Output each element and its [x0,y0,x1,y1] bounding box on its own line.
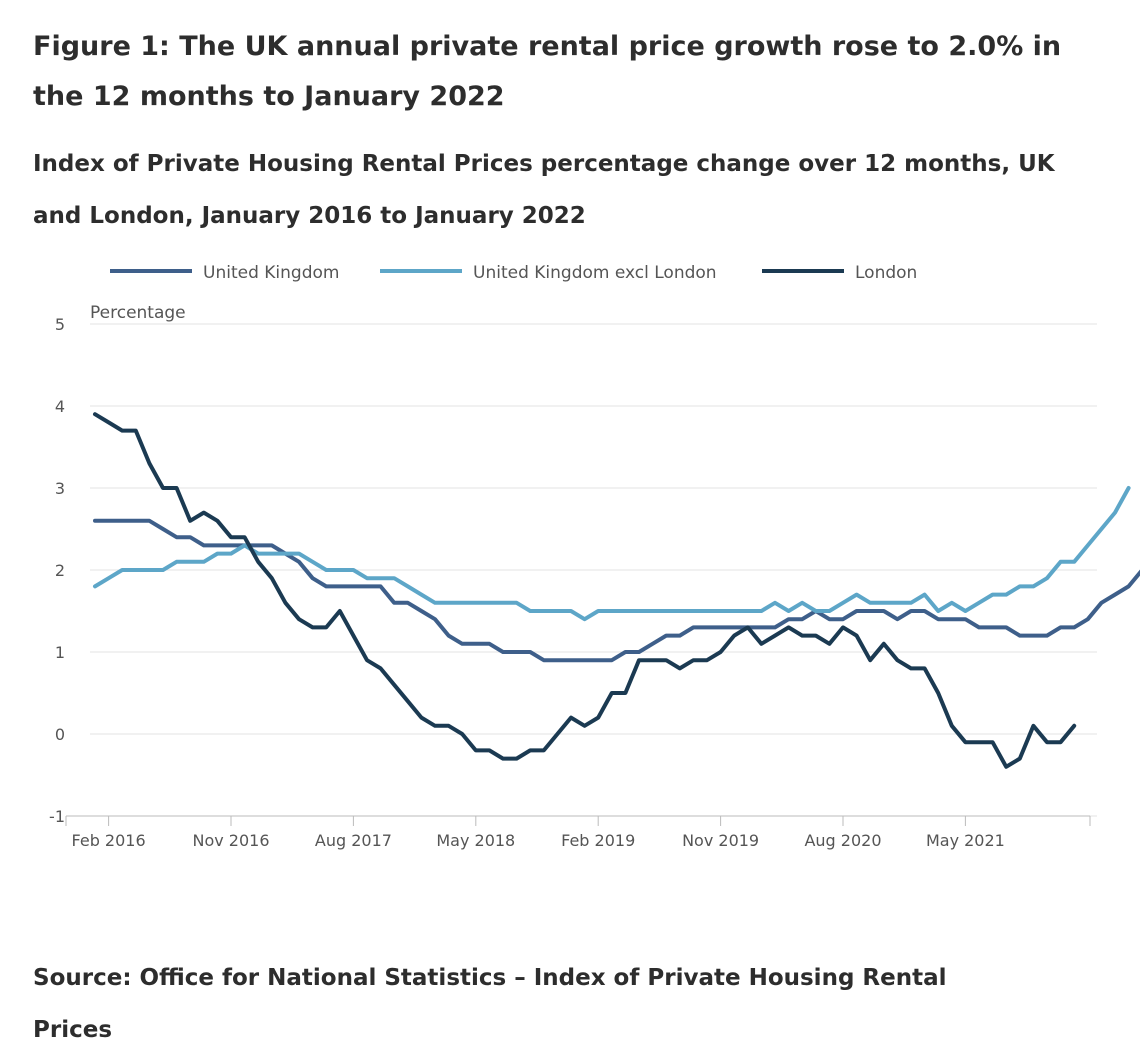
legend-label: United Kingdom excl London [473,263,717,283]
y-tick-label: 3 [55,479,65,498]
chart-title: Figure 1: The UK annual private rental p… [33,31,1062,112]
x-tick-label: Aug 2020 [804,831,881,850]
x-tick-label: Aug 2017 [315,831,392,850]
y-tick-label: 4 [55,397,65,416]
source-note: Source: Office for National Statistics –… [33,965,947,1043]
legend-label: United Kingdom [203,263,339,283]
y-axis-ticks: -1 0 1 2 3 4 5 [49,315,65,826]
legend-label: London [855,263,917,283]
y-tick-label: 2 [55,561,65,580]
x-tick-label: Nov 2019 [682,831,759,850]
x-axis: Feb 2016 Nov 2016 Aug 2017 May 2018 Feb 2019… [65,815,1091,850]
line-chart: United Kingdom United Kingdom excl London… [49,263,1140,850]
series-line-united-kingdom-excl-london [93,486,1131,622]
y-tick-label: 1 [55,643,65,662]
series-line-london [93,412,1077,769]
x-tick-label: Feb 2019 [561,831,635,850]
x-tick-label: Feb 2016 [72,831,146,850]
y-axis-unit-label: Percentage [90,303,186,323]
x-tick-label: Nov 2016 [192,831,269,850]
series-line-united-kingdom [93,518,1140,663]
y-tick-label: 0 [55,725,65,744]
y-tick-label: 5 [55,315,65,334]
gridlines [90,323,1097,817]
chart-subtitle: Index of Private Housing Rental Prices p… [33,151,1055,229]
legend: United Kingdom United Kingdom excl London… [110,263,917,283]
x-tick-label: May 2021 [926,831,1005,850]
y-tick-label: -1 [49,807,65,826]
x-tick-label: May 2018 [436,831,515,850]
series-lines [93,412,1140,769]
